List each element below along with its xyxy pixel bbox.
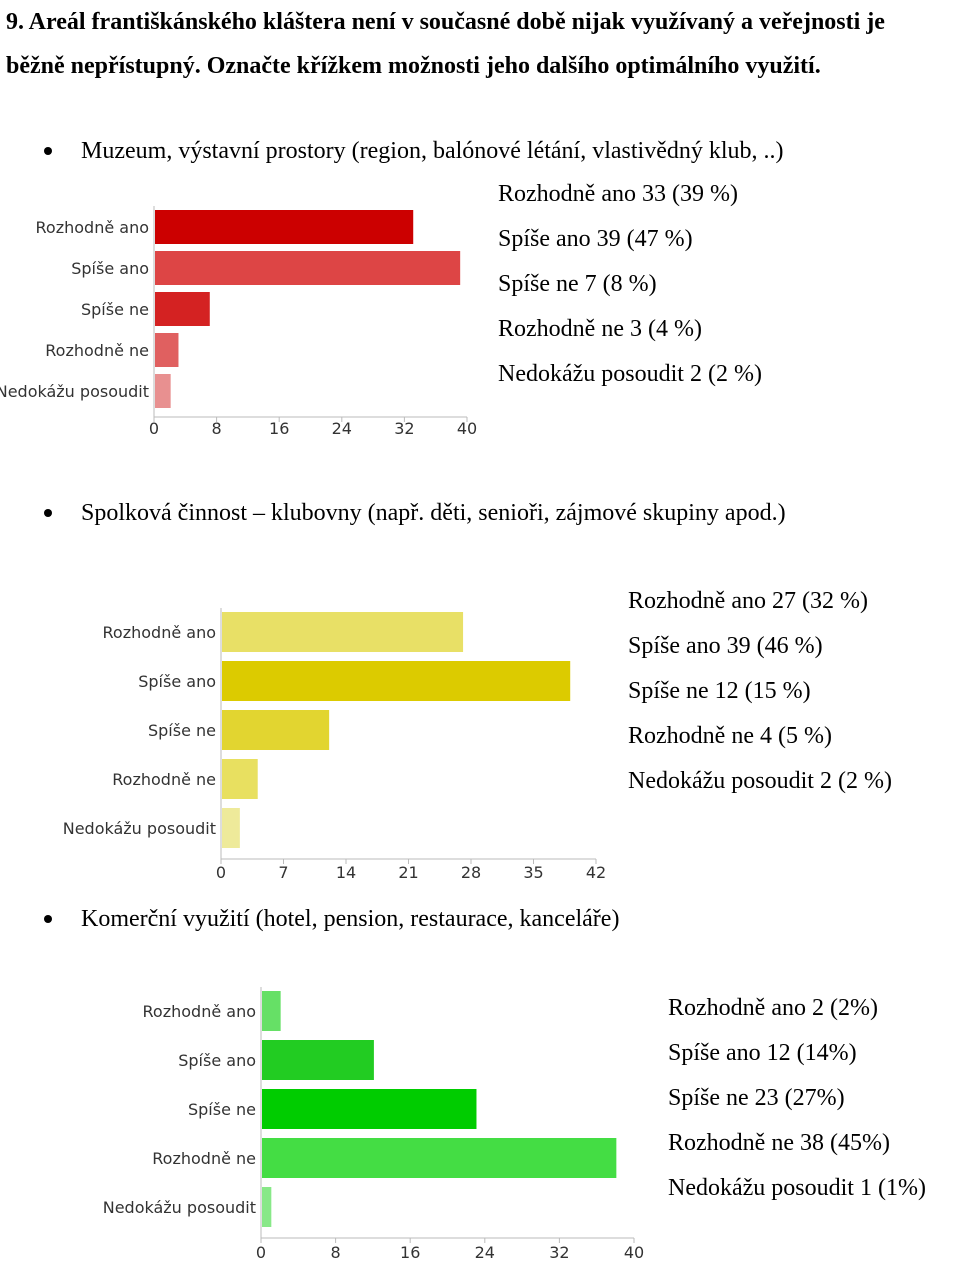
x-tick-label: 24: [475, 1243, 495, 1261]
legend-3-item: Spíše ano 12 (14%): [668, 1040, 857, 1066]
x-tick-label: 42: [586, 863, 606, 882]
bar: [222, 808, 240, 848]
category-label: Nedokážu posoudit: [63, 819, 216, 838]
x-tick-label: 35: [523, 863, 543, 882]
category-label: Rozhodně ano: [36, 218, 149, 237]
bar: [262, 1138, 617, 1178]
bar: [222, 661, 571, 701]
x-tick-label: 7: [278, 863, 288, 882]
x-tick-label: 0: [256, 1243, 266, 1261]
bar: [155, 210, 414, 244]
question-title: 9. Areál františkánského kláštera není v…: [6, 0, 956, 88]
legend-1-item: Nedokážu posoudit 2 (2 %): [498, 361, 762, 387]
x-tick-label: 8: [212, 419, 222, 438]
bullet-icon: [44, 915, 52, 923]
bar: [155, 333, 179, 367]
category-label: Rozhodně ne: [112, 770, 216, 789]
category-label: Nedokážu posoudit: [103, 1198, 256, 1217]
category-label: Spíše ano: [71, 259, 149, 278]
bullet-icon: [44, 509, 52, 517]
x-tick-label: 40: [624, 1243, 644, 1261]
x-tick-label: 16: [400, 1243, 420, 1261]
category-label: Spíše ano: [138, 672, 216, 691]
legend-2-item: Spíše ano 39 (46 %): [628, 633, 823, 659]
bar: [155, 292, 210, 326]
legend-1: Rozhodně ano 33 (39 %) Spíše ano 39 (47 …: [498, 172, 762, 397]
category-label: Rozhodně ano: [103, 623, 216, 642]
legend-1-item: Spíše ne 7 (8 %): [498, 271, 657, 297]
question-line-2: běžně nepřístupný. Označte křížkem možno…: [6, 53, 821, 79]
category-label: Spíše ano: [178, 1051, 256, 1070]
bar: [262, 1089, 477, 1129]
x-tick-label: 14: [336, 863, 356, 882]
bar: [222, 759, 258, 799]
x-tick-label: 32: [549, 1243, 569, 1261]
x-tick-label: 32: [394, 419, 414, 438]
section-3-heading-text: Komerční využití (hotel, pension, restau…: [81, 906, 620, 932]
bar: [262, 1040, 374, 1080]
legend-2: Rozhodně ano 27 (32 %) Spíše ano 39 (46 …: [628, 579, 892, 804]
x-tick-label: 28: [461, 863, 481, 882]
question-line-1: 9. Areál františkánského kláštera není v…: [6, 9, 885, 35]
bar: [155, 251, 461, 285]
bar: [222, 710, 330, 750]
category-label: Rozhodně ano: [143, 1002, 256, 1021]
category-label: Rozhodně ne: [45, 341, 149, 360]
x-tick-label: 24: [332, 419, 352, 438]
legend-2-item: Rozhodně ano 27 (32 %): [628, 588, 868, 614]
legend-3-item: Rozhodně ano 2 (2%): [668, 995, 878, 1021]
legend-3-item: Spíše ne 23 (27%): [668, 1085, 845, 1111]
bar: [262, 1187, 272, 1227]
bullet-icon: [44, 147, 52, 155]
legend-3-item: Nedokážu posoudit 1 (1%): [668, 1175, 926, 1201]
bar: [155, 374, 171, 408]
category-label: Rozhodně ne: [152, 1149, 256, 1168]
bar: [262, 991, 281, 1031]
section-1-heading-text: Muzeum, výstavní prostory (region, balón…: [81, 138, 784, 164]
legend-2-item: Rozhodně ne 4 (5 %): [628, 723, 832, 749]
x-tick-label: 8: [331, 1243, 341, 1261]
legend-3-item: Rozhodně ne 38 (45%): [668, 1130, 890, 1156]
legend-1-item: Rozhodně ano 33 (39 %): [498, 181, 738, 207]
x-tick-label: 21: [398, 863, 418, 882]
section-2-heading-text: Spolková činnost – klubovny (např. děti,…: [81, 500, 786, 526]
legend-2-item: Spíše ne 12 (15 %): [628, 678, 811, 704]
category-label: Nedokážu posoudit: [0, 382, 149, 401]
x-tick-label: 0: [216, 863, 226, 882]
legend-1-item: Spíše ano 39 (47 %): [498, 226, 693, 252]
category-label: Spíše ne: [148, 721, 216, 740]
legend-1-item: Rozhodně ne 3 (4 %): [498, 316, 702, 342]
category-label: Spíše ne: [188, 1100, 256, 1119]
category-label: Spíše ne: [81, 300, 149, 319]
x-tick-label: 0: [149, 419, 159, 438]
legend-3: Rozhodně ano 2 (2%) Spíše ano 12 (14%) S…: [668, 986, 926, 1211]
x-tick-label: 40: [457, 419, 477, 438]
bar: [222, 612, 464, 652]
x-tick-label: 16: [269, 419, 289, 438]
legend-2-item: Nedokážu posoudit 2 (2 %): [628, 768, 892, 794]
